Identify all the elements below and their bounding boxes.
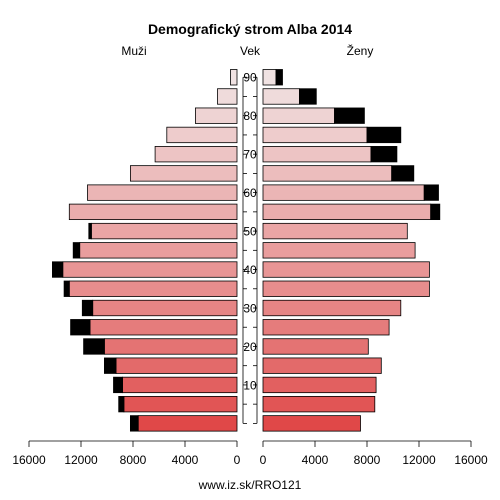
axes-group: 10 20 30 40 50 60 70 80 90 16000 16000 12000 12000 80… <box>12 71 488 467</box>
bar-female-0-4 <box>262 415 361 432</box>
bar-male-70-74 <box>154 146 238 163</box>
bar-male-surplus-35-39 <box>63 280 70 297</box>
bar-male-40-44 <box>62 261 238 278</box>
bar-female-30-34 <box>262 299 402 317</box>
bar-female-60-64 <box>262 184 425 201</box>
x-tick-label-male: 4000 <box>172 453 199 467</box>
x-tick-label-male: 12000 <box>64 453 98 467</box>
age-tick-label: 70 <box>243 148 257 162</box>
bar-female-75-79 <box>262 126 368 144</box>
bar-female-surplus-75-79 <box>366 126 402 144</box>
bar-male-20-24 <box>104 338 238 355</box>
age-label: Vek <box>240 44 261 58</box>
bar-female-50-54 <box>262 222 408 240</box>
bar-male-surplus-30-34 <box>81 299 94 317</box>
x-tick-label-female: 12000 <box>402 453 436 467</box>
bars-group <box>52 69 441 432</box>
age-tick-label: 90 <box>243 71 257 85</box>
age-tick-label: 20 <box>243 340 257 354</box>
bar-male-surplus-20-24 <box>83 338 105 355</box>
bar-male-surplus-25-29 <box>70 319 91 336</box>
footer-source: www.iz.sk/RRO121 <box>198 478 302 492</box>
bar-male-5-9 <box>123 396 238 413</box>
bar-male-0-4 <box>137 415 238 432</box>
x-tick-label-male: 0 <box>234 453 241 467</box>
bar-female-35-39 <box>262 280 430 297</box>
x-tick-label-male: 8000 <box>120 453 147 467</box>
bar-male-10-14 <box>122 376 238 394</box>
female-label: Ženy <box>347 43 374 58</box>
bar-female-surplus-80-84 <box>334 107 365 124</box>
x-tick-label-female: 16000 <box>454 453 488 467</box>
age-tick-label: 50 <box>243 225 257 239</box>
bar-female-10-14 <box>262 376 377 394</box>
bar-female-20-24 <box>262 338 369 355</box>
bar-female-surplus-90+ <box>275 69 283 86</box>
bar-female-15-19 <box>262 357 382 374</box>
bar-female-80-84 <box>262 107 335 124</box>
bar-male-15-19 <box>115 357 238 374</box>
bar-female-55-59 <box>262 203 432 221</box>
bar-male-surplus-10-14 <box>113 376 124 394</box>
age-tick-label: 80 <box>243 109 257 123</box>
bar-male-surplus-0-4 <box>129 415 139 432</box>
bar-male-surplus-5-9 <box>118 396 125 413</box>
bar-female-85-89 <box>262 88 300 105</box>
bar-female-surplus-65-69 <box>391 165 415 182</box>
bar-male-65-69 <box>129 165 238 182</box>
bar-male-45-49 <box>79 242 238 259</box>
bar-male-surplus-50-54 <box>88 222 92 240</box>
age-tick-label: 30 <box>243 302 257 316</box>
bar-female-surplus-70-74 <box>370 146 398 163</box>
chart-title: Demografický strom Alba 2014 <box>148 21 352 37</box>
bar-male-85-89 <box>217 88 238 105</box>
age-tick-label: 10 <box>243 378 257 392</box>
bar-female-surplus-60-64 <box>423 184 439 201</box>
bar-female-surplus-85-89 <box>298 88 317 105</box>
bar-male-50-54 <box>91 222 238 240</box>
male-label: Muži <box>121 44 146 58</box>
bar-female-40-44 <box>262 261 430 278</box>
bar-male-80-84 <box>194 107 238 124</box>
bar-male-35-39 <box>68 280 238 297</box>
bar-female-5-9 <box>262 396 376 413</box>
bar-female-65-69 <box>262 165 393 182</box>
bar-male-surplus-45-49 <box>72 242 81 259</box>
x-tick-label-female: 4000 <box>302 453 329 467</box>
bar-female-surplus-55-59 <box>430 203 441 221</box>
bar-male-60-64 <box>87 184 238 201</box>
x-tick-label-female: 0 <box>260 453 267 467</box>
bar-male-90+ <box>230 69 238 86</box>
bar-male-surplus-40-44 <box>52 261 64 278</box>
bar-male-75-79 <box>166 126 238 144</box>
bar-female-25-29 <box>262 319 390 336</box>
age-tick-label: 60 <box>243 186 257 200</box>
bar-male-30-34 <box>92 299 238 317</box>
bar-male-25-29 <box>89 319 238 336</box>
bar-female-45-49 <box>262 242 416 259</box>
age-tick-label: 40 <box>243 263 257 277</box>
bar-male-surplus-15-19 <box>104 357 117 374</box>
bar-female-70-74 <box>262 146 372 163</box>
x-tick-label-female: 8000 <box>354 453 381 467</box>
x-tick-label-male: 16000 <box>12 453 46 467</box>
bar-female-90+ <box>262 69 277 86</box>
bar-male-55-59 <box>68 203 238 221</box>
